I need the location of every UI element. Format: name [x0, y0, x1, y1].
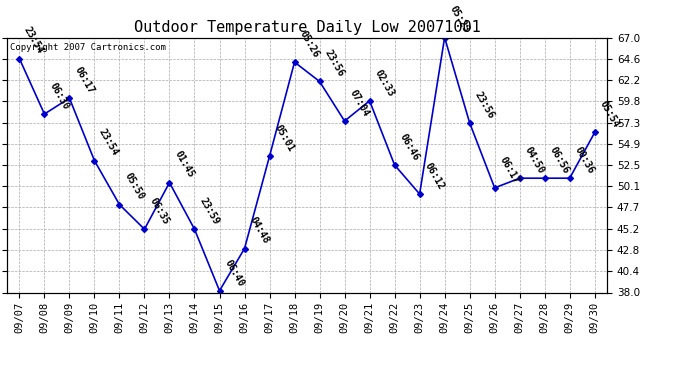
Text: 23:54: 23:54 — [97, 128, 121, 158]
Text: 02:33: 02:33 — [373, 68, 395, 98]
Text: 05:50: 05:50 — [122, 171, 146, 202]
Text: 05:26: 05:26 — [297, 29, 321, 59]
Text: 23:54: 23:54 — [22, 26, 46, 56]
Text: 06:56: 06:56 — [547, 145, 571, 176]
Text: 01:45: 01:45 — [172, 149, 195, 180]
Text: 05:54: 05:54 — [598, 99, 621, 130]
Text: 06:40: 06:40 — [222, 258, 246, 288]
Text: 23:56: 23:56 — [322, 48, 346, 79]
Text: 06:46: 06:46 — [397, 132, 421, 162]
Text: 06:30: 06:30 — [47, 81, 70, 111]
Text: 05:23: 05:23 — [447, 4, 471, 35]
Title: Outdoor Temperature Daily Low 20071001: Outdoor Temperature Daily Low 20071001 — [134, 20, 480, 35]
Text: 06:35: 06:35 — [147, 196, 170, 226]
Text: 23:59: 23:59 — [197, 196, 221, 226]
Text: 06:17: 06:17 — [72, 65, 95, 95]
Text: 04:48: 04:48 — [247, 215, 270, 246]
Text: 07:04: 07:04 — [347, 88, 371, 118]
Text: 00:36: 00:36 — [573, 145, 595, 176]
Text: Copyright 2007 Cartronics.com: Copyright 2007 Cartronics.com — [10, 43, 166, 52]
Text: 06:12: 06:12 — [422, 161, 446, 191]
Text: 23:56: 23:56 — [473, 90, 495, 120]
Text: 04:50: 04:50 — [522, 145, 546, 176]
Text: 06:17: 06:17 — [497, 154, 521, 185]
Text: 05:01: 05:01 — [273, 123, 295, 153]
